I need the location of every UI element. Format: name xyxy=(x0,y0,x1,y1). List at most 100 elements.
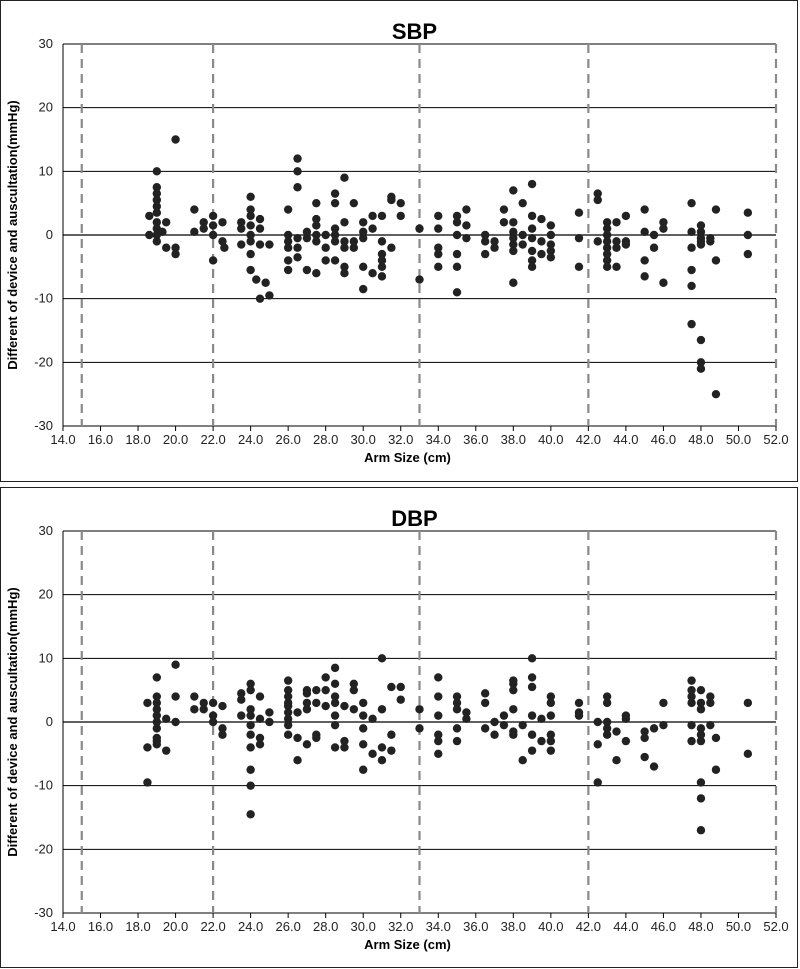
data-point xyxy=(743,249,753,259)
data-point xyxy=(546,698,556,708)
data-point xyxy=(208,711,218,720)
data-point xyxy=(593,778,602,787)
data-point xyxy=(349,679,359,688)
data-point xyxy=(349,685,359,695)
x-tick-label: 32.0 xyxy=(388,919,413,934)
data-point xyxy=(640,752,649,762)
data-point xyxy=(312,698,321,708)
data-point xyxy=(208,230,218,240)
data-point xyxy=(490,717,499,727)
data-point xyxy=(255,214,265,224)
data-point xyxy=(602,230,612,240)
data-point xyxy=(537,249,546,259)
y-axis-label: Different of device and auscultation(mmH… xyxy=(5,587,20,856)
data-point xyxy=(377,249,387,259)
data-point xyxy=(509,685,518,695)
data-point xyxy=(218,237,227,246)
data-point xyxy=(171,249,180,259)
data-point xyxy=(387,746,396,755)
x-tick-label: 16.0 xyxy=(88,432,113,447)
y-tick-label: 30 xyxy=(39,36,53,51)
data-point xyxy=(415,224,424,233)
data-point xyxy=(152,195,162,205)
data-point xyxy=(546,246,556,256)
data-point xyxy=(574,698,584,708)
data-point xyxy=(330,743,340,752)
data-point xyxy=(490,243,499,252)
data-point xyxy=(330,237,340,246)
data-point xyxy=(330,189,340,198)
y-tick-label: 10 xyxy=(39,163,53,178)
data-point xyxy=(706,692,715,701)
data-point xyxy=(537,214,546,224)
data-point xyxy=(659,218,668,227)
data-point xyxy=(145,230,154,240)
data-point xyxy=(312,269,321,278)
y-tick-label: -20 xyxy=(34,354,53,369)
data-point xyxy=(687,243,696,252)
data-point xyxy=(218,218,227,227)
data-point xyxy=(246,205,255,214)
data-point xyxy=(434,736,443,746)
data-point xyxy=(312,214,321,224)
data-point xyxy=(237,218,246,227)
data-point xyxy=(143,778,152,787)
data-point xyxy=(509,730,518,739)
data-point xyxy=(359,698,368,708)
data-point xyxy=(621,714,631,724)
y-tick-label: 0 xyxy=(46,714,53,729)
data-point xyxy=(602,698,612,708)
x-tick-label: 42.0 xyxy=(576,919,601,934)
data-point xyxy=(377,272,387,281)
data-point xyxy=(434,249,443,259)
data-point xyxy=(293,233,302,243)
x-tick-label: 34.0 xyxy=(426,919,451,934)
data-point xyxy=(434,262,443,272)
data-point xyxy=(527,256,537,265)
data-point xyxy=(330,230,340,240)
data-point xyxy=(152,740,162,749)
x-tick-label: 14.0 xyxy=(50,919,75,934)
data-point xyxy=(293,183,302,192)
data-point xyxy=(283,720,293,730)
data-point xyxy=(152,167,162,176)
data-point xyxy=(602,249,612,259)
data-point xyxy=(593,189,602,198)
data-point xyxy=(509,186,518,195)
data-point xyxy=(359,711,368,720)
data-point xyxy=(518,198,527,208)
data-point xyxy=(312,221,321,230)
data-point xyxy=(480,689,490,698)
data-point xyxy=(218,724,227,733)
data-point xyxy=(696,736,706,746)
data-point xyxy=(537,736,546,746)
data-point xyxy=(452,724,462,733)
data-point xyxy=(452,218,462,227)
data-point xyxy=(246,743,255,752)
x-tick-label: 38.0 xyxy=(501,432,526,447)
sbp-chart-panel: SBP 30 20 10 0 -10 -20 -30 14.0 16.0 18.0 20.0 22.0 2… xyxy=(0,0,798,482)
data-point xyxy=(143,743,152,752)
data-point xyxy=(152,692,162,701)
data-point xyxy=(321,243,330,252)
data-point xyxy=(518,230,527,240)
data-point xyxy=(218,730,227,739)
data-point xyxy=(612,237,621,246)
data-point xyxy=(340,269,349,278)
data-point xyxy=(574,711,584,720)
data-point xyxy=(546,240,556,249)
data-point xyxy=(340,701,349,711)
data-point xyxy=(602,262,612,272)
data-point xyxy=(171,717,180,727)
data-point xyxy=(349,198,359,208)
data-point xyxy=(152,717,162,727)
data-point xyxy=(743,698,753,708)
data-point xyxy=(208,698,218,708)
data-point xyxy=(711,765,721,774)
data-point xyxy=(302,689,312,698)
data-point xyxy=(602,724,612,733)
data-point xyxy=(546,711,556,720)
data-point xyxy=(330,224,340,233)
x-tick-label: 44.0 xyxy=(613,919,638,934)
data-point xyxy=(218,701,227,711)
